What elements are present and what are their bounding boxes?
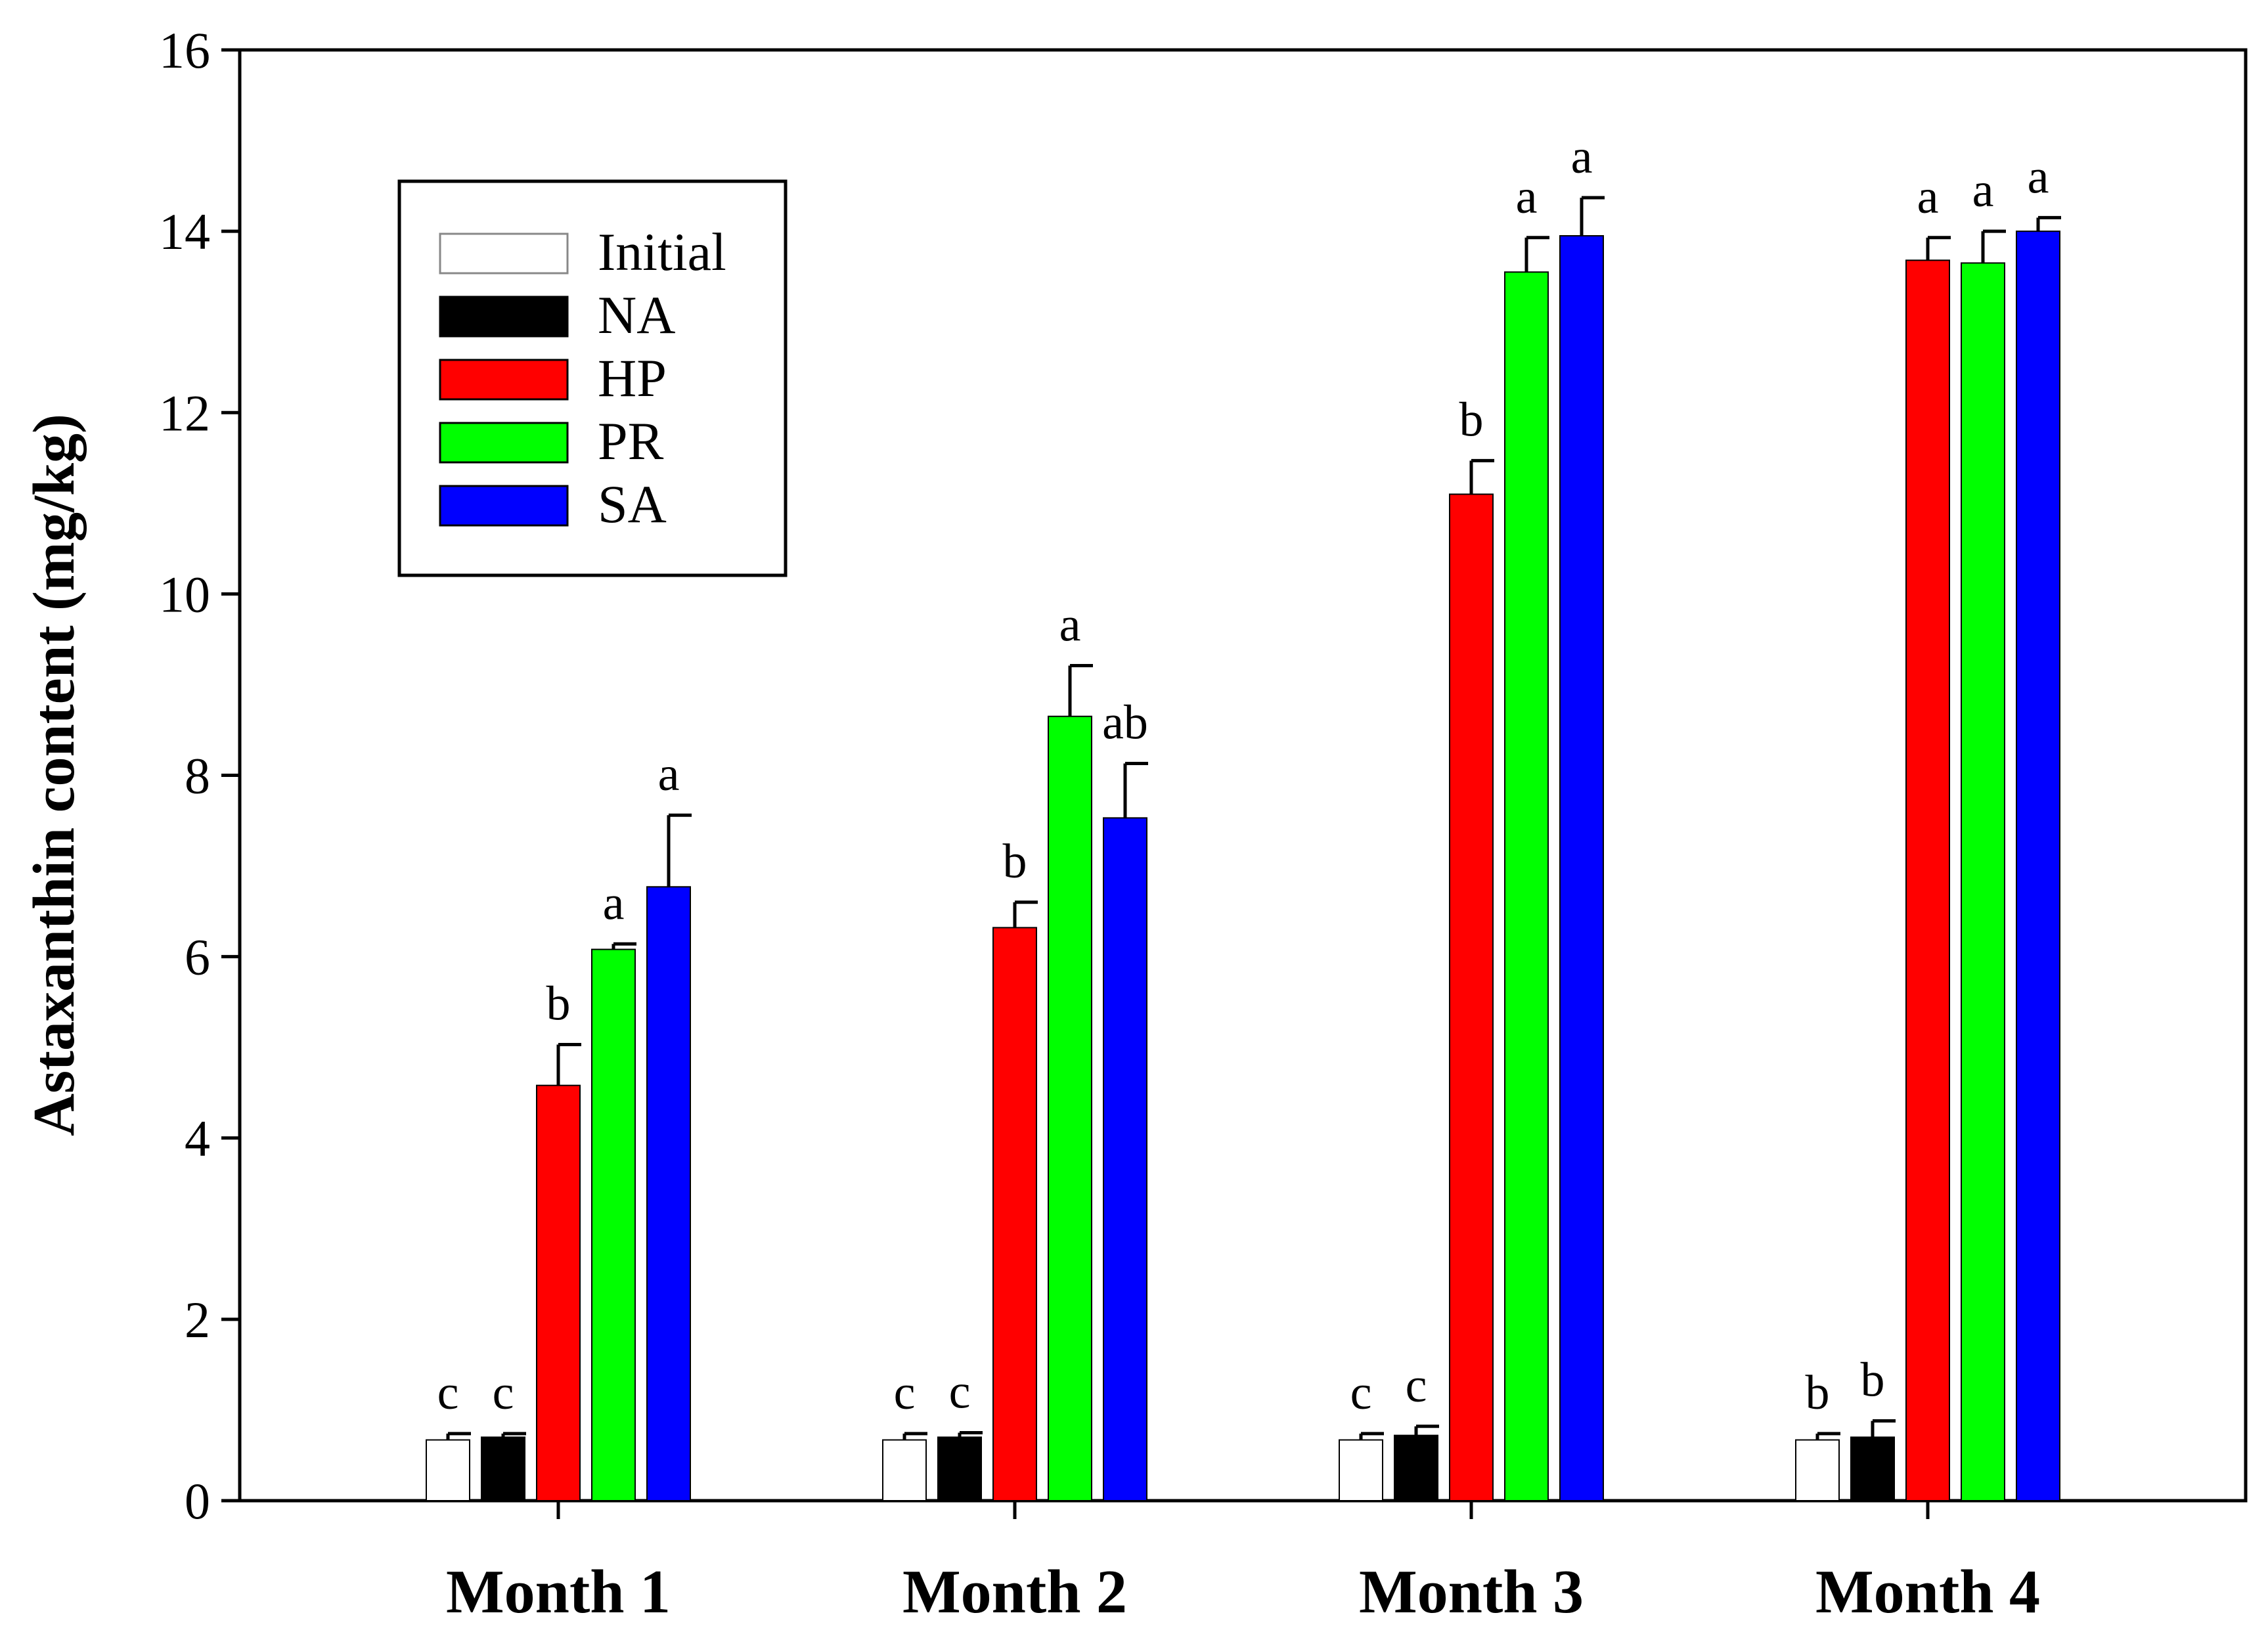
significance-letter: c — [437, 1366, 459, 1420]
significance-letter: b — [1003, 835, 1027, 889]
legend-label-pr: PR — [598, 411, 664, 471]
legend-swatch-na — [439, 296, 569, 338]
significance-letter: a — [1972, 164, 1994, 217]
legend-label-na: NA — [598, 285, 675, 345]
legend-swatch-pr — [439, 422, 569, 464]
significance-letter: b — [1861, 1354, 1885, 1407]
bar-hp — [1905, 259, 1950, 1501]
x-category-label: Month 3 — [1359, 1558, 1584, 1626]
bar-na — [1394, 1434, 1438, 1501]
bar-hp — [536, 1084, 581, 1501]
bar-sa — [646, 886, 691, 1501]
bar-initial — [426, 1439, 470, 1501]
x-category-label: Month 2 — [902, 1558, 1127, 1626]
significance-letter: c — [493, 1366, 514, 1420]
significance-letter: a — [658, 747, 680, 801]
significance-letter: ab — [1102, 696, 1148, 750]
y-tick-label: 16 — [159, 22, 210, 79]
significance-letter: c — [949, 1365, 971, 1419]
bar-pr — [591, 948, 636, 1501]
significance-letter: b — [546, 977, 571, 1031]
significance-letter: a — [2028, 150, 2049, 204]
bar-initial — [1339, 1439, 1383, 1501]
y-tick-label: 14 — [159, 203, 210, 260]
legend-swatch-sa — [439, 485, 569, 527]
bar-na — [937, 1436, 982, 1501]
bar-na — [1850, 1436, 1895, 1501]
y-tick-label: 4 — [185, 1110, 210, 1167]
legend-swatch-hp — [439, 359, 569, 401]
x-category-label: Month 1 — [446, 1558, 671, 1626]
significance-letter: c — [1350, 1366, 1372, 1420]
error-bar-group — [446, 196, 2061, 1440]
bar-sa — [1559, 235, 1604, 1502]
bar-na — [481, 1436, 525, 1501]
y-tick-label: 0 — [185, 1472, 210, 1530]
bar-pr — [1504, 271, 1549, 1501]
bar-initial — [1795, 1439, 1840, 1501]
y-axis: 0 2 4 6 8 10 12 14 16 — [159, 22, 240, 1530]
x-axis: Month 1 Month 2 Month 3 Month 4 — [446, 1501, 2040, 1626]
significance-letter: a — [1571, 130, 1593, 184]
bar-hp — [1449, 493, 1494, 1501]
significance-letter: a — [603, 876, 625, 930]
bar-sa — [1103, 817, 1147, 1501]
significance-letter: c — [894, 1366, 916, 1420]
y-tick-label: 10 — [159, 565, 210, 623]
x-category-label: Month 4 — [1815, 1558, 2040, 1626]
bar-sa — [2016, 231, 2060, 1501]
bar-hp — [992, 927, 1037, 1501]
significance-letter: a — [1059, 598, 1081, 651]
y-tick-label: 6 — [185, 929, 210, 986]
bar-initial — [882, 1439, 927, 1501]
legend-label-sa: SA — [598, 474, 667, 534]
legend-label-initial: Initial — [598, 222, 726, 282]
significance-letter: b — [1459, 393, 1484, 447]
legend-swatch-initial — [439, 232, 569, 275]
significance-letter: c — [1406, 1359, 1427, 1413]
legend-label-hp: HP — [598, 348, 667, 408]
y-axis-label: Astaxanthin content (mg/kg) — [22, 414, 87, 1136]
significance-letter: a — [1516, 170, 1538, 224]
bar-pr — [1048, 715, 1092, 1501]
y-tick-label: 2 — [185, 1291, 210, 1348]
bar-series-group — [426, 231, 2060, 1502]
significance-letter: a — [1917, 170, 1939, 224]
y-tick-label: 8 — [185, 747, 210, 805]
bar-pr — [1961, 262, 2005, 1501]
significance-letter: b — [1806, 1366, 1830, 1420]
y-tick-label: 12 — [159, 384, 210, 441]
